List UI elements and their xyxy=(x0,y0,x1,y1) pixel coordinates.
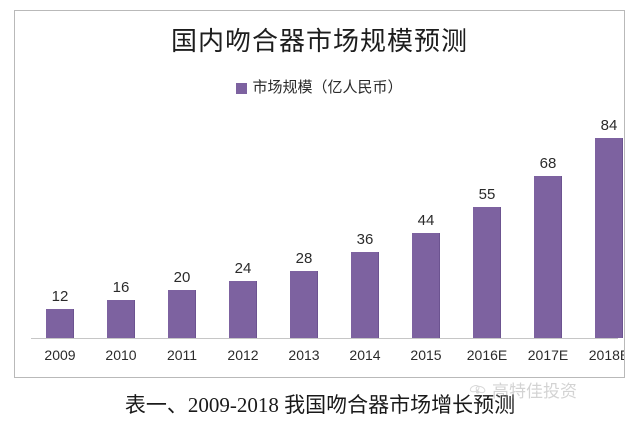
x-axis-tick-label: 2017E xyxy=(527,347,569,363)
bar-group[interactable]: 44 xyxy=(399,212,453,338)
x-axis-tick-label: 2009 xyxy=(44,347,76,363)
bar-rect[interactable] xyxy=(107,300,135,338)
x-axis-line xyxy=(31,338,618,339)
figure-caption: 表一、2009-2018 我国吻合器市场增长预测 xyxy=(124,393,516,417)
x-axis-tick-label: 2012 xyxy=(227,347,259,363)
legend-label: 市场规模（亿人民币） xyxy=(252,80,403,96)
chart-container: 国内吻合器市场规模预测 市场规模（亿人民币） 12 16 20 24 28 36 44 55 6… xyxy=(14,10,625,378)
bar-group[interactable]: 36 xyxy=(338,231,392,338)
x-axis-tick-label: 2014 xyxy=(349,347,381,363)
bar-value-label: 55 xyxy=(478,186,496,203)
bar-value-label: 44 xyxy=(417,212,435,229)
bars-layer: 12 16 20 24 28 36 44 55 68 84 xyxy=(15,11,624,339)
plot-area: 12 16 20 24 28 36 44 55 68 84 2009 2010 2011 2012 201… xyxy=(15,11,624,377)
bar-value-label: 84 xyxy=(600,117,618,134)
bar-group[interactable]: 12 xyxy=(33,288,87,338)
x-axis-tick-label: 2013 xyxy=(288,347,320,363)
chart-title: 国内吻合器市场规模预测 xyxy=(170,27,468,56)
x-axis-labels: 2009 2010 2011 2012 2013 2014 2015 2016E 2017E 20… xyxy=(15,343,624,369)
legend-swatch-icon xyxy=(236,82,248,94)
bar-rect[interactable] xyxy=(46,309,74,338)
bar-value-label: 68 xyxy=(539,155,557,172)
bar-rect[interactable] xyxy=(168,290,196,338)
bar-rect[interactable] xyxy=(229,281,257,338)
bar-group[interactable]: 68 xyxy=(521,155,575,338)
bar-group[interactable]: 24 xyxy=(216,260,270,338)
x-axis-tick-label: 2011 xyxy=(166,347,198,363)
x-axis-tick-label: 2018E xyxy=(588,347,624,363)
bar-rect[interactable] xyxy=(351,252,379,338)
bar-rect[interactable] xyxy=(534,176,562,338)
bar-rect[interactable] xyxy=(595,138,623,338)
bar-value-label: 24 xyxy=(234,260,252,277)
x-axis-tick-label: 2016E xyxy=(466,347,508,363)
x-axis-tick-label: 2010 xyxy=(105,347,137,363)
bar-rect[interactable] xyxy=(473,207,501,338)
chart-legend: 市场规模（亿人民币） xyxy=(15,79,624,97)
bar-value-label: 16 xyxy=(112,279,130,296)
x-axis-tick-label: 2015 xyxy=(410,347,442,363)
bar-rect[interactable] xyxy=(412,233,440,338)
bar-group[interactable]: 28 xyxy=(277,250,331,338)
bar-group[interactable]: 55 xyxy=(460,186,514,338)
bar-value-label: 20 xyxy=(173,269,191,286)
bar-group[interactable]: 16 xyxy=(94,279,148,338)
bar-group[interactable]: 84 xyxy=(582,117,624,338)
bar-value-label: 12 xyxy=(51,288,69,305)
bar-rect[interactable] xyxy=(290,271,318,338)
bar-value-label: 28 xyxy=(295,250,313,267)
bar-group[interactable]: 20 xyxy=(155,269,209,338)
bar-value-label: 36 xyxy=(356,231,374,248)
